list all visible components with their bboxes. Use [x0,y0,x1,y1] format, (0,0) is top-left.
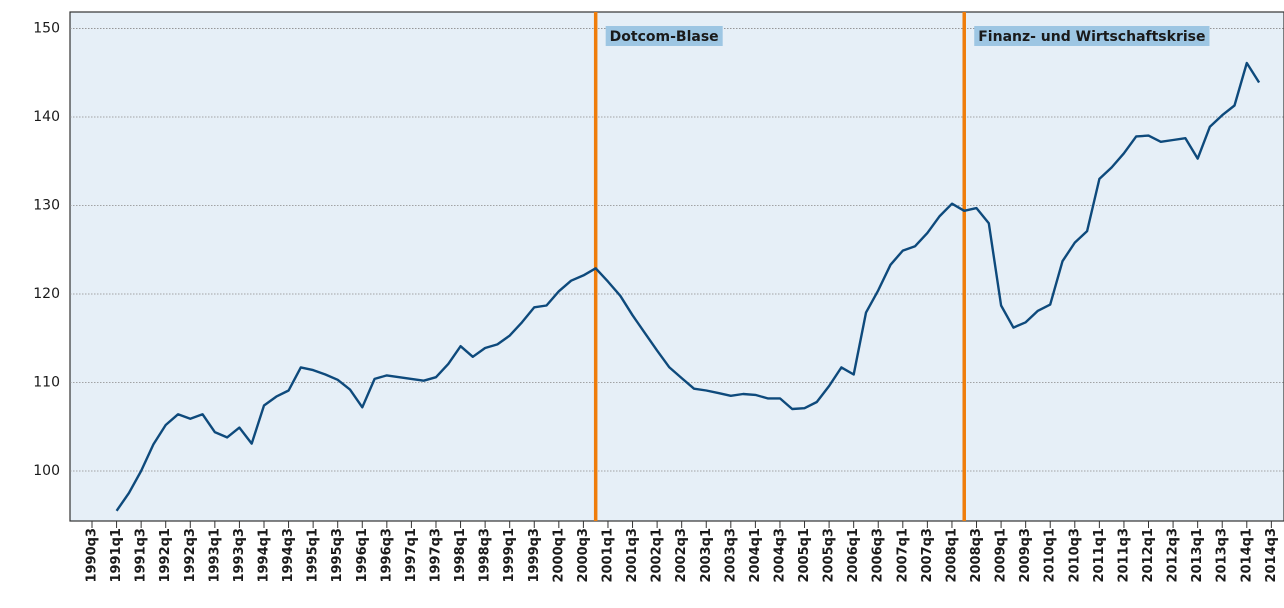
x-tick-label: 2012q3 [1166,528,1181,583]
x-tick-label: 1994q1 [256,528,271,583]
x-tick-label: 1999q3 [527,528,542,583]
x-tick-label: 2008q1 [944,528,959,583]
x-tick-label: 2013q1 [1190,528,1205,583]
x-tick-label: 2005q3 [822,528,837,583]
x-tick-label: 2003q1 [699,528,714,583]
x-tick-label: 2010q1 [1043,528,1058,583]
x-tick-label: 2007q3 [920,528,935,583]
x-tick-label: 1997q3 [428,528,443,583]
x-tick-label: 1996q3 [379,528,394,583]
x-tick-label: 1998q3 [478,528,493,583]
x-tick-label: 2009q3 [1018,528,1033,583]
x-tick-label: 2003q3 [723,528,738,583]
x-tick-label: 1994q3 [281,528,296,583]
x-tick-label: 2006q3 [871,528,886,583]
x-tick-label: 2009q1 [994,528,1009,583]
annotation-label: Dotcom-Blase [610,29,719,45]
x-tick-label: 1991q3 [134,528,149,583]
x-tick-label: 2004q1 [748,528,763,583]
x-tick-label: 2005q1 [797,528,812,583]
x-tick-label: 1990q3 [85,528,100,583]
x-tick-label: 2010q3 [1067,528,1082,583]
x-tick-label: 1992q1 [158,528,173,583]
x-tick-label: 2012q1 [1141,528,1156,583]
x-tick-label: 2006q1 [846,528,861,583]
y-tick-label: 150 [33,20,60,36]
x-tick-label: 1995q3 [330,528,345,583]
x-tick-label: 2011q1 [1092,528,1107,583]
y-tick-label: 140 [33,109,60,125]
x-tick-label: 1996q1 [355,528,370,583]
y-tick-label: 100 [33,463,60,479]
x-tick-label: 2014q1 [1239,528,1254,583]
x-tick-label: 1995q1 [306,528,321,583]
x-tick-label: 2008q3 [969,528,984,583]
x-tick-label: 2002q1 [650,528,665,583]
x-tick-label: 1998q1 [453,528,468,583]
y-tick-label: 120 [33,286,60,302]
x-tick-label: 2000q1 [551,528,566,583]
x-tick-label: 1991q1 [109,528,124,583]
annotation-box [605,26,723,46]
x-tick-label: 2007q1 [895,528,910,583]
x-tick-label: 1997q1 [404,528,419,583]
x-tick-label: 2001q1 [600,528,615,583]
x-tick-label: 2013q3 [1215,528,1230,583]
plot-area [69,11,1284,522]
x-tick-label: 2011q3 [1116,528,1131,583]
y-tick-label: 130 [33,197,60,213]
x-tick-label: 2000q3 [576,528,591,583]
x-tick-label: 2001q3 [625,528,640,583]
x-tick-label: 1993q3 [232,528,247,583]
x-tick-label: 2002q3 [674,528,689,583]
y-tick-label: 110 [33,374,60,390]
annotation-label: Finanz- und Wirtschaftskrise [978,29,1205,45]
x-tick-label: 1993q1 [207,528,222,583]
x-tick-label: 2004q3 [772,528,787,583]
x-tick-label: 2014q3 [1264,528,1279,583]
annotation-box [974,26,1210,46]
x-tick-label: 1992q3 [183,528,198,583]
data-line [115,61,1261,512]
x-tick-label: 1999q1 [502,528,517,583]
